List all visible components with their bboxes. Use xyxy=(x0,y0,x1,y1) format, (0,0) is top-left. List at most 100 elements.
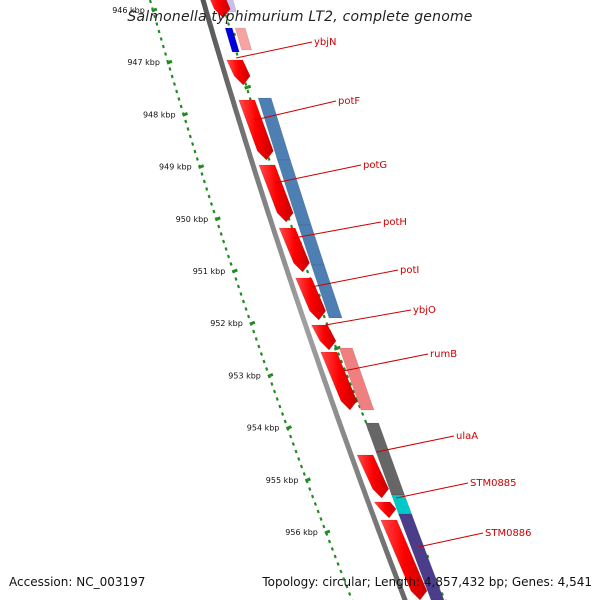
inner-dotted-ring xyxy=(175,89,179,94)
backbone-layer xyxy=(200,0,408,600)
outer-dotted-ring xyxy=(339,359,344,364)
inner-dotted-ring xyxy=(195,157,199,161)
inner-dotted-ring xyxy=(234,277,238,281)
cds-arrow xyxy=(278,227,310,273)
inner-dotted-ring xyxy=(280,412,285,416)
outer-dotted-ring xyxy=(342,367,347,371)
major-tick xyxy=(231,268,238,274)
gene-feature-STM0885 xyxy=(391,494,413,517)
inner-dotted-ring xyxy=(348,592,352,596)
gene-leader-line xyxy=(325,309,412,326)
outer-dotted-ring xyxy=(440,592,444,596)
tick-label: 948 kbp xyxy=(143,110,176,119)
inner-dotted-ring xyxy=(278,404,282,409)
inner-dotted-ring xyxy=(272,389,277,394)
gene-label-rumB: rumB xyxy=(430,349,457,360)
cds-layer xyxy=(210,0,428,600)
inner-dotted-ring xyxy=(148,0,152,4)
gene-label-STM0886: STM0886 xyxy=(485,528,532,539)
inner-dotted-ring xyxy=(244,307,248,311)
gene-leader-line xyxy=(254,100,337,121)
inner-dotted-ring xyxy=(262,359,266,364)
inner-dotted-ring xyxy=(330,547,334,551)
gene-label-potF: potF xyxy=(338,96,360,107)
major-tick xyxy=(304,477,311,483)
inner-dotted-ring xyxy=(184,119,188,124)
inner-dotted-ring xyxy=(297,457,301,461)
gene-feature-potG xyxy=(276,159,312,226)
inner-dotted-ring xyxy=(209,202,214,206)
inner-dotted-ring xyxy=(159,37,163,41)
inner-dotted-ring xyxy=(294,449,298,454)
major-tick xyxy=(166,59,173,65)
gene-leader-line xyxy=(236,41,313,59)
inner-dotted-ring xyxy=(224,247,228,251)
inner-dotted-ring xyxy=(257,344,261,349)
inner-dotted-ring xyxy=(310,494,315,499)
tick-label: 954 kbp xyxy=(247,424,280,433)
cds-arrow xyxy=(258,164,294,223)
inner-dotted-ring xyxy=(319,517,323,521)
outer-dotted-ring xyxy=(290,224,294,229)
cds-arrow xyxy=(226,59,251,86)
inner-dotted-ring xyxy=(207,194,211,199)
inner-dotted-ring xyxy=(339,569,343,574)
gene-leader-line xyxy=(396,482,469,499)
feature-layer xyxy=(222,0,445,600)
inner-dotted-ring xyxy=(205,187,209,191)
outer-dotted-ring xyxy=(227,22,231,26)
outer-dotted-ring xyxy=(305,269,310,274)
outer-dotted-ring xyxy=(345,374,350,379)
tick-label: 951 kbp xyxy=(193,267,226,276)
inner-dotted-ring xyxy=(222,239,226,244)
outer-major-tick xyxy=(333,345,341,351)
tick-label: 956 kbp xyxy=(285,528,318,537)
inner-dotted-ring xyxy=(177,97,181,101)
inner-dotted-ring xyxy=(172,82,176,86)
gene-leader-line xyxy=(293,221,382,239)
major-tick xyxy=(285,425,292,430)
inner-dotted-ring xyxy=(252,329,256,334)
gene-leader-line xyxy=(343,353,429,372)
inner-dotted-ring xyxy=(333,554,337,559)
outer-dotted-ring xyxy=(336,352,341,356)
inner-dotted-ring xyxy=(164,52,168,56)
map-title: Salmonella typhimurium LT2, complete gen… xyxy=(127,9,473,25)
cds-arrow xyxy=(310,324,337,351)
feature-block xyxy=(224,27,240,53)
inner-dotted-ring xyxy=(170,74,174,79)
outer-dotted-ring xyxy=(235,52,239,56)
gene-leader-line xyxy=(376,435,455,453)
inner-dotted-ring xyxy=(302,472,306,476)
tick-label: 952 kbp xyxy=(210,319,243,328)
inner-dotted-ring xyxy=(327,539,332,544)
genome-summary-text: Topology: circular; Length: 4,857,432 bp… xyxy=(262,575,592,589)
outer-major-tick xyxy=(244,84,252,90)
inner-dotted-ring xyxy=(186,127,190,131)
inner-dotted-ring xyxy=(254,337,258,341)
gene-leader-line xyxy=(311,269,399,288)
tick-label: 947 kbp xyxy=(127,58,160,67)
outer-dotted-ring xyxy=(246,89,250,94)
cds-arrow xyxy=(356,454,390,499)
gene-leader-line xyxy=(274,164,362,184)
major-tick xyxy=(182,112,189,117)
inner-dotted-ring xyxy=(200,172,204,176)
accession-text: Accession: NC_003197 xyxy=(9,575,146,589)
outer-dotted-ring xyxy=(351,389,356,394)
gene-feature-rumB xyxy=(338,347,375,411)
major-tick xyxy=(267,373,274,378)
inner-dotted-ring xyxy=(336,562,340,566)
outer-dotted-ring xyxy=(244,82,248,86)
gene-label-ulaA: ulaA xyxy=(456,431,478,442)
inner-dotted-ring xyxy=(316,509,320,514)
inner-dotted-ring xyxy=(247,314,251,319)
inner-dotted-ring xyxy=(191,142,195,146)
major-tick xyxy=(324,529,331,535)
feature-block xyxy=(234,27,253,51)
outer-dotted-ring xyxy=(348,382,353,386)
inner-dotted-ring xyxy=(212,209,216,214)
inner-dotted-ring xyxy=(259,352,263,356)
inner-dotted-ring xyxy=(217,224,221,229)
